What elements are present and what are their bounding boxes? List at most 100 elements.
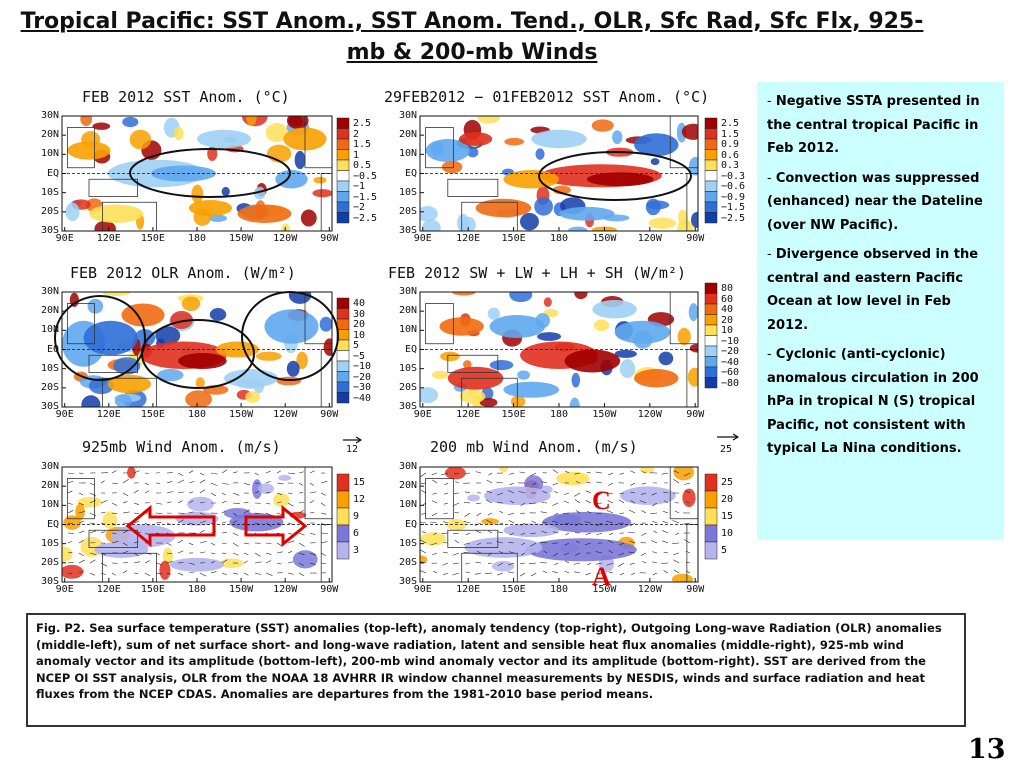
lat-label: 10N bbox=[40, 148, 59, 160]
colorbar-label: 2.5 bbox=[721, 118, 740, 129]
lat-label: 30N bbox=[40, 286, 59, 297]
colorbar-label: −0.6 bbox=[721, 181, 746, 192]
colorbar-label: 2 bbox=[353, 128, 360, 140]
colorbar-label: 20 bbox=[353, 319, 366, 330]
figure-caption: Fig. P2. Sea surface temperature (SST) a… bbox=[26, 613, 966, 727]
lon-label: 120W bbox=[273, 233, 298, 244]
map-wind-925 bbox=[61, 466, 333, 583]
lon-label: 90W bbox=[686, 409, 705, 420]
lon-label: 90W bbox=[320, 233, 339, 244]
lon-label: 180 bbox=[549, 584, 569, 595]
colorbar-label: 30 bbox=[353, 308, 366, 320]
lat-label: 10N bbox=[40, 324, 59, 336]
lat-label: 10S bbox=[40, 186, 59, 198]
colorbar-label: 12 bbox=[353, 494, 366, 505]
lon-label: 120W bbox=[637, 584, 662, 595]
lon-label: 150W bbox=[229, 233, 254, 244]
lon-label: 90W bbox=[686, 584, 705, 595]
lat-label: 10N bbox=[40, 499, 59, 511]
colorbar-label: 10 bbox=[721, 528, 734, 539]
note-item: - Cyclonic (anti-cyclonic) anomalous cir… bbox=[767, 347, 979, 456]
lon-label: 180 bbox=[187, 409, 207, 420]
colorbar-label: 40 bbox=[353, 298, 366, 309]
lat-label: 20S bbox=[40, 556, 59, 568]
colorbar-label: 20 bbox=[721, 494, 734, 505]
lon-label: 120E bbox=[96, 409, 121, 420]
lat-label: EQ bbox=[404, 343, 417, 355]
colorbar-label: 10 bbox=[721, 325, 734, 336]
note-item: - Convection was suppressed (enhanced) n… bbox=[767, 170, 983, 233]
map-wind-200 bbox=[419, 466, 699, 583]
lat-label: 10S bbox=[40, 362, 59, 374]
panel-title-wind-200: 200 mb Wind Anom. (m/s) bbox=[430, 438, 638, 456]
lon-label: 150E bbox=[140, 409, 165, 420]
lon-label: 150W bbox=[592, 409, 617, 420]
lat-label: 30N bbox=[398, 110, 417, 121]
map-sst-anom bbox=[61, 115, 333, 232]
note-item: - Negative SSTA presented in the central… bbox=[767, 94, 980, 156]
lat-label: EQ bbox=[46, 167, 59, 179]
colorbar-sfc-flux bbox=[704, 282, 718, 389]
colorbar-label: 0.6 bbox=[721, 149, 740, 161]
lon-label: 150E bbox=[140, 233, 165, 244]
lon-label: 120W bbox=[273, 409, 298, 420]
lat-label: EQ bbox=[404, 518, 417, 530]
lon-label: 90W bbox=[320, 584, 339, 595]
lon-label: 90E bbox=[413, 584, 432, 595]
lat-label: 30N bbox=[40, 110, 59, 121]
lon-label: 150E bbox=[501, 584, 526, 595]
colorbar-label: −2 bbox=[353, 202, 366, 213]
lon-label: 120E bbox=[456, 233, 481, 244]
map-sfc-flux bbox=[419, 291, 699, 408]
note-text-4: Cyclonic (anti-cyclonic) anomalous circu… bbox=[767, 347, 979, 456]
lat-label: 30N bbox=[398, 286, 417, 297]
lon-label: 180 bbox=[549, 233, 569, 244]
colorbar-wind-925 bbox=[336, 473, 350, 560]
colorbar-label: 10 bbox=[353, 329, 366, 341]
colorbar-label: 0.3 bbox=[721, 160, 740, 171]
lon-label: 150W bbox=[592, 233, 617, 244]
colorbar-label: 2.5 bbox=[353, 118, 372, 129]
colorbar-label: 1 bbox=[353, 149, 360, 161]
colorbar-label: 25 bbox=[721, 477, 734, 488]
map-olr-anom bbox=[61, 291, 333, 408]
lon-label: 90E bbox=[55, 584, 74, 595]
lat-label: 30S bbox=[398, 225, 417, 236]
lon-label: 150W bbox=[592, 584, 617, 595]
colorbar-label: −1.5 bbox=[721, 202, 746, 213]
lon-label: 180 bbox=[549, 409, 569, 420]
note-text-3: Divergence observed in the central and e… bbox=[767, 247, 979, 333]
colorbar-label: −2.5 bbox=[721, 212, 746, 224]
map-sst-tend bbox=[419, 115, 699, 232]
note-item: - Divergence observed in the central and… bbox=[767, 247, 979, 333]
lat-label: 30S bbox=[40, 401, 59, 412]
lat-label: 30S bbox=[398, 576, 417, 587]
lat-label: 30N bbox=[398, 461, 417, 472]
lat-label: 20N bbox=[398, 129, 417, 141]
lat-label: 10S bbox=[398, 537, 417, 549]
colorbar-label: 15 bbox=[353, 477, 366, 488]
note-text-2: Convection was suppressed (enhanced) nea… bbox=[767, 170, 983, 233]
colorbar-label: −0.9 bbox=[721, 191, 746, 203]
colorbar-label: 0.5 bbox=[353, 160, 372, 171]
lat-label: 30N bbox=[40, 461, 59, 472]
colorbar-label: 1.5 bbox=[721, 128, 740, 140]
lon-label: 120W bbox=[273, 584, 298, 595]
lat-label: 30S bbox=[398, 401, 417, 412]
colorbar-sst-anom bbox=[336, 117, 350, 224]
colorbar-label: −80 bbox=[721, 377, 740, 389]
colorbar-label: −10 bbox=[721, 335, 740, 347]
colorbar-label: −40 bbox=[353, 392, 372, 404]
colorbar-wind-200 bbox=[704, 473, 718, 560]
slide-title: Tropical Pacific: SST Anom., SST Anom. T… bbox=[20, 9, 924, 65]
lon-label: 120W bbox=[637, 409, 662, 420]
panel-title-wind-925: 925mb Wind Anom. (m/s) bbox=[82, 438, 281, 456]
colorbar-label: −60 bbox=[721, 367, 740, 378]
colorbar-olr-anom bbox=[336, 297, 350, 404]
colorbar-label: 9 bbox=[353, 511, 360, 522]
lat-label: 20S bbox=[398, 556, 417, 568]
lat-label: 10S bbox=[40, 537, 59, 549]
lat-label: 10S bbox=[398, 362, 417, 374]
ref-arrow-label-200: 25 bbox=[720, 444, 733, 455]
lon-label: 90E bbox=[413, 409, 432, 420]
